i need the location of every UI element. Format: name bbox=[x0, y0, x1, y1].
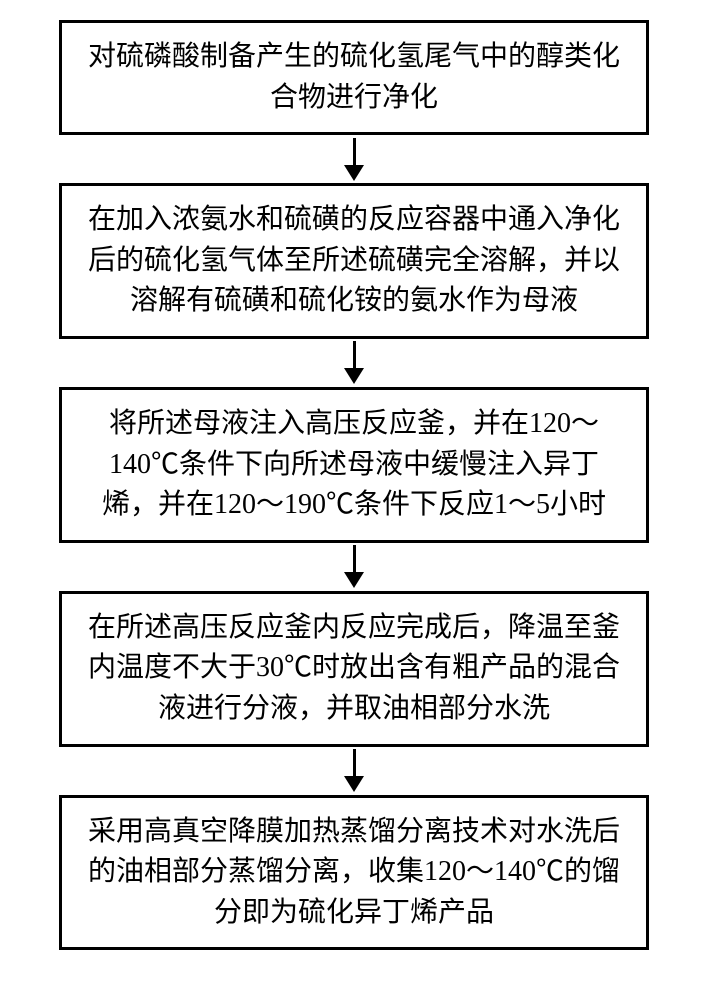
flow-step-text: 采用高真空降膜加热蒸馏分离技术对水洗后的油相部分蒸馏分离，收集120～140℃的… bbox=[88, 816, 620, 928]
flow-step-5: 采用高真空降膜加热蒸馏分离技术对水洗后的油相部分蒸馏分离，收集120～140℃的… bbox=[59, 795, 649, 951]
arrow-head-icon bbox=[344, 165, 364, 181]
flow-arrow bbox=[344, 135, 364, 183]
flow-step-text: 对硫磷酸制备产生的硫化氢尾气中的醇类化合物进行净化 bbox=[88, 41, 620, 113]
flow-arrow bbox=[344, 747, 364, 795]
flow-step-3: 将所述母液注入高压反应釜，并在120～140℃条件下向所述母液中缓慢注入异丁烯，… bbox=[59, 387, 649, 543]
flow-arrow bbox=[344, 543, 364, 591]
flow-step-1: 对硫磷酸制备产生的硫化氢尾气中的醇类化合物进行净化 bbox=[59, 20, 649, 135]
flow-arrow bbox=[344, 339, 364, 387]
arrow-shaft bbox=[353, 138, 356, 166]
arrow-shaft bbox=[353, 545, 356, 573]
flow-step-text: 在所述高压反应釜内反应完成后，降温至釜内温度不大于30℃时放出含有粗产品的混合液… bbox=[88, 612, 620, 724]
arrow-shaft bbox=[353, 749, 356, 777]
flow-step-text: 在加入浓氨水和硫磺的反应容器中通入净化后的硫化氢气体至所述硫磺完全溶解，并以溶解… bbox=[88, 204, 620, 316]
arrow-head-icon bbox=[344, 368, 364, 384]
arrow-shaft bbox=[353, 341, 356, 369]
flow-step-text: 将所述母液注入高压反应釜，并在120～140℃条件下向所述母液中缓慢注入异丁烯，… bbox=[102, 408, 606, 520]
arrow-head-icon bbox=[344, 776, 364, 792]
flow-step-2: 在加入浓氨水和硫磺的反应容器中通入净化后的硫化氢气体至所述硫磺完全溶解，并以溶解… bbox=[59, 183, 649, 339]
flow-step-4: 在所述高压反应釜内反应完成后，降温至釜内温度不大于30℃时放出含有粗产品的混合液… bbox=[59, 591, 649, 747]
arrow-head-icon bbox=[344, 572, 364, 588]
